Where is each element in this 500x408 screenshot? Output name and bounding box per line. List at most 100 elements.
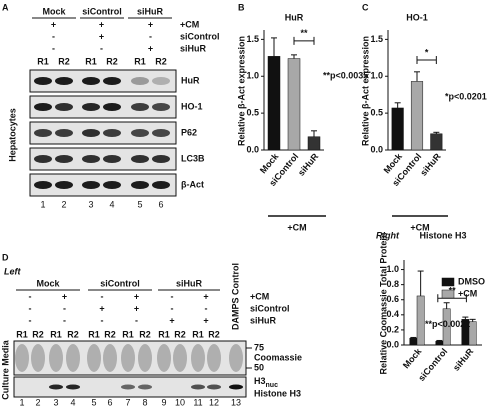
- band: [103, 77, 121, 85]
- error-bar: [469, 318, 476, 322]
- band: [131, 77, 149, 85]
- band: [55, 103, 73, 111]
- group-label: Mock: [36, 278, 60, 288]
- lane-label: R2: [67, 329, 79, 339]
- panel-letter: Right: [376, 230, 400, 240]
- condition-label: siHuR: [250, 315, 277, 325]
- lane-label: R1: [192, 329, 204, 339]
- band: [34, 129, 52, 137]
- p-value: **p<0.0035: [323, 71, 368, 81]
- error-bar: [394, 102, 401, 108]
- bar: [307, 136, 321, 151]
- lane-number: 1: [19, 397, 24, 407]
- condition-sign: +: [51, 19, 56, 29]
- lane-label: R2: [32, 329, 44, 339]
- band: [49, 384, 63, 390]
- condition-sign: -: [63, 303, 66, 313]
- significance-label: *: [425, 47, 429, 57]
- band: [131, 129, 149, 137]
- band-label: β-Act: [181, 179, 204, 189]
- lane-label: R1: [37, 56, 49, 66]
- band: [121, 344, 135, 372]
- y-tick-label: 0.0: [246, 144, 259, 154]
- group-label: siControl: [82, 6, 122, 16]
- lane-number: 3: [53, 397, 58, 407]
- band: [152, 77, 170, 85]
- band: [55, 181, 73, 189]
- chart-title: HO-1: [406, 12, 428, 22]
- bar: [435, 340, 444, 346]
- lane-label: R2: [174, 329, 186, 339]
- x-tick-label: siHuR: [418, 151, 443, 178]
- band: [103, 103, 121, 111]
- lane-number: 5: [137, 199, 142, 209]
- p-value: *p<0.0201: [445, 91, 487, 101]
- panel-letter: C: [362, 2, 369, 12]
- error-bar: [436, 339, 443, 342]
- treatment-label: +CM: [410, 222, 429, 232]
- band: [207, 344, 221, 372]
- band: [138, 384, 152, 390]
- condition-sign: +: [134, 291, 139, 301]
- p-value: **p<0.0022: [425, 319, 470, 329]
- panel-letter: B: [238, 2, 245, 12]
- group-label: siControl: [100, 278, 140, 288]
- band-label-main: H3: [254, 376, 266, 386]
- band: [34, 155, 52, 163]
- condition-label: siControl: [180, 31, 220, 41]
- lane-label: R2: [58, 56, 70, 66]
- x-tick-label: Mock: [401, 346, 424, 371]
- lane-number: 9: [161, 397, 166, 407]
- condition-sign: -: [171, 303, 174, 313]
- chart-title: HuR: [285, 12, 304, 22]
- lane-label: R1: [88, 329, 100, 339]
- lane-number: 4: [109, 199, 114, 209]
- band: [82, 77, 100, 85]
- lane-label: R2: [208, 329, 220, 339]
- condition-sign: +: [203, 291, 208, 301]
- y-tick-label: 1.0: [386, 264, 399, 274]
- band: [82, 181, 100, 189]
- condition-sign: +: [99, 303, 104, 313]
- legend-label: +CM: [458, 288, 477, 298]
- condition-sign: -: [100, 43, 103, 53]
- condition-sign: +: [203, 315, 208, 325]
- lane-label: R1: [50, 329, 62, 339]
- lane-label: R1: [16, 329, 28, 339]
- bar: [416, 295, 425, 346]
- y-tick-label: 0.0: [386, 339, 399, 349]
- band: [191, 344, 205, 372]
- lane-number: 1: [40, 199, 45, 209]
- lane-number: 4: [70, 397, 75, 407]
- error-bar: [417, 270, 424, 296]
- treatment-label: +CM: [287, 222, 306, 232]
- band: [157, 344, 171, 372]
- condition-label: +CM: [180, 19, 199, 29]
- condition-sign: -: [52, 43, 55, 53]
- error-bar: [443, 302, 450, 309]
- error-bar: [410, 336, 417, 339]
- bar: [430, 133, 443, 151]
- band-label-sub: nuc: [266, 382, 279, 389]
- bar: [267, 56, 281, 151]
- band: [55, 129, 73, 137]
- lane-label: R1: [134, 56, 146, 66]
- band: [207, 384, 221, 390]
- lane-number: 10: [175, 397, 185, 407]
- y-tick-label: 0.8: [386, 279, 399, 289]
- lane-number: 2: [35, 397, 40, 407]
- lane-number: 5: [91, 397, 96, 407]
- band-label: LC3B: [181, 153, 205, 163]
- y-tick-label: 0.5: [370, 108, 383, 118]
- x-tick-label: siHuR: [296, 151, 321, 178]
- band: [55, 77, 73, 85]
- condition-sign: +: [148, 19, 153, 29]
- band: [66, 344, 80, 372]
- y-tick-label: 0.6: [386, 294, 399, 304]
- band: [103, 155, 121, 163]
- band: [152, 155, 170, 163]
- band: [49, 344, 63, 372]
- band: [121, 384, 135, 390]
- bar: [391, 107, 404, 151]
- x-tick-label: siHuR: [451, 346, 476, 373]
